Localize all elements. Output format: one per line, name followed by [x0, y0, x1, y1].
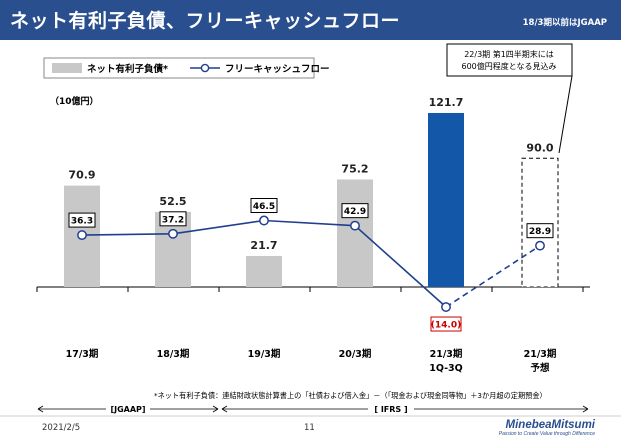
- fcf-value-label: 37.2: [162, 215, 184, 225]
- fcf-value-label: 28.9: [529, 227, 551, 237]
- period-arrowhead: [221, 405, 228, 410]
- callout-box: [446, 43, 573, 77]
- brand-tagline: Passion to Create Value through Differen…: [498, 431, 595, 437]
- legend-label-net-debt: ネット有利子負債*: [87, 63, 168, 75]
- fcf-value-box: [430, 316, 462, 332]
- fcf-value-label: 36.3: [71, 217, 93, 227]
- x-tick-label: 20/3期: [339, 348, 372, 360]
- net-debt-bar: [428, 112, 464, 288]
- x-tick-label: 予想: [530, 362, 550, 374]
- period-arrowhead: [582, 408, 589, 413]
- title-bar: ネット有利子負債、フリーキャッシュフロー 18/3期以前はJGAAP: [0, 0, 621, 40]
- period-arrowhead: [37, 408, 44, 413]
- net-debt-bar: [246, 255, 282, 287]
- period-arrowhead: [212, 405, 219, 410]
- period-label-jgaap: [JGAAP]: [110, 405, 145, 414]
- net-debt-value-label: 90.0: [526, 141, 553, 154]
- x-tick-label: 21/3期: [524, 348, 557, 360]
- period-label-ifrs: [ IFRS ]: [374, 405, 407, 414]
- fcf-value-box: [526, 223, 554, 239]
- x-tick-label: 17/3期: [66, 348, 99, 360]
- fcf-point: [350, 220, 360, 231]
- net-debt-value-label: 52.5: [159, 195, 186, 208]
- legend-box: [43, 57, 315, 79]
- period-arrowhead: [221, 408, 228, 413]
- footer-date: 2021/2/5: [42, 423, 81, 433]
- net-debt-bar: [337, 179, 373, 287]
- net-debt-value-label: 21.7: [250, 239, 277, 252]
- net-debt-value-label: 121.7: [429, 96, 464, 109]
- unit-label: （10億円）: [50, 95, 99, 107]
- company-logo: MinebeaMitsumi Passion to Create Value t…: [499, 419, 595, 437]
- fcf-forecast-line: [445, 245, 541, 308]
- fcf-value-label: 42.9: [344, 207, 366, 217]
- fcf-value-label: 46.5: [253, 202, 275, 212]
- x-tick-label: 19/3期: [248, 348, 281, 360]
- fcf-point: [168, 228, 178, 239]
- fcf-point: [259, 215, 269, 226]
- brand-name: MinebeaMitsumi: [505, 419, 595, 431]
- fcf-value-box: [68, 212, 96, 228]
- fcf-value-box: [159, 211, 187, 227]
- x-tick-label: 18/3期: [157, 348, 190, 360]
- net-debt-value-label: 70.9: [68, 169, 95, 182]
- fcf-point: [535, 240, 545, 251]
- callout-pointer: [558, 75, 573, 154]
- period-arrowhead: [582, 405, 589, 410]
- legend-marker-fcf: [200, 63, 210, 73]
- page-title: ネット有利子負債、フリーキャッシュフロー: [10, 10, 401, 32]
- fcf-value-box: [341, 203, 369, 219]
- callout-text: 22/3期 第1四半期末には: [464, 49, 554, 59]
- footnote: *ネット有利子負債：連結財政状態計算書上の「社債および借入金」－（「現金および現…: [154, 391, 547, 400]
- gaap-note: 18/3期以前はJGAAP: [522, 18, 607, 28]
- legend-swatch-net-debt: [52, 63, 82, 73]
- page-number: 11: [304, 423, 315, 433]
- net-debt-value-label: 75.2: [341, 162, 368, 175]
- fcf-value-box: [250, 198, 278, 214]
- x-tick-label: 1Q-3Q: [429, 363, 463, 374]
- fcf-point: [441, 302, 451, 312]
- period-arrowhead: [212, 408, 219, 413]
- fcf-point: [77, 230, 87, 241]
- x-tick-label: 21/3期: [430, 348, 463, 360]
- callout-text: 600億円程度となる見込み: [461, 61, 556, 71]
- net-debt-bar: [521, 157, 559, 288]
- period-arrowhead: [37, 405, 44, 410]
- legend-label-fcf: フリーキャッシュフロー: [225, 64, 330, 75]
- fcf-value-label: (14.0): [431, 321, 461, 331]
